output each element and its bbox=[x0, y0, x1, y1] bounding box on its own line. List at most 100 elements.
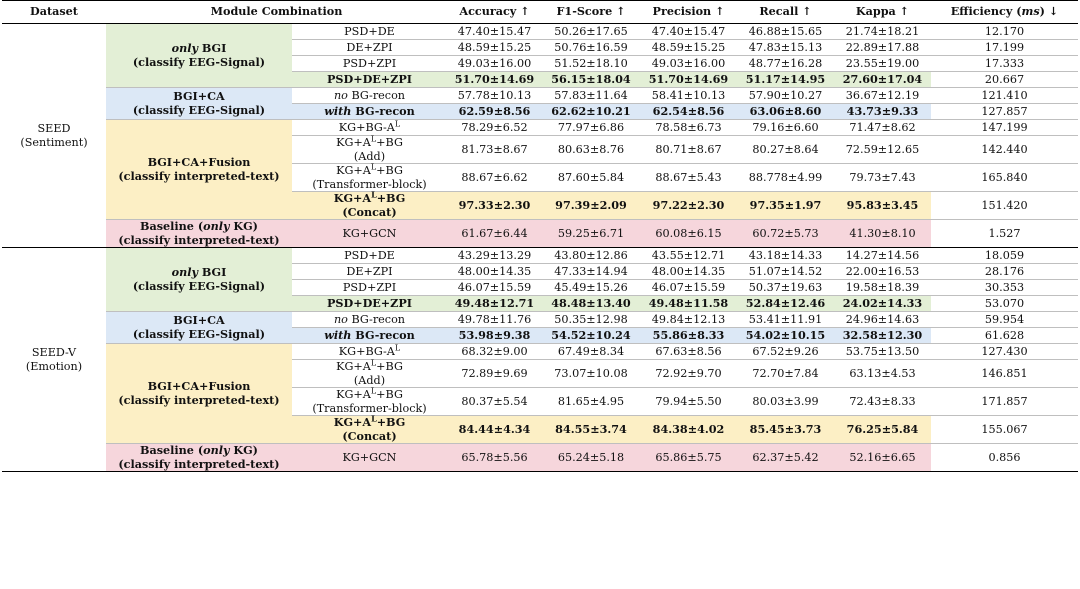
group-label: BGI+CA+Fusion bbox=[108, 155, 290, 170]
group-label-subtitle: (classify EEG-Signal) bbox=[132, 278, 266, 293]
accuracy-cell: 51.70±14.69 bbox=[447, 71, 542, 88]
table-row: SEED-V (Emotion) only BGI (classify EEG-Sig… bbox=[2, 247, 1078, 472]
recall-cell: 47.83±15.13 bbox=[737, 39, 834, 56]
combination-text: PSD+DE bbox=[344, 248, 395, 262]
combination-superscript: L bbox=[370, 358, 377, 368]
group-label-text: Baseline ( bbox=[140, 443, 204, 457]
group-label-cell: only BGI (classify EEG-Signal) bbox=[106, 247, 292, 312]
group-label-cell: Baseline (only KG) (classify interpreted-… bbox=[106, 219, 292, 248]
group-label-italic: only bbox=[171, 265, 198, 279]
combination-superscript: L bbox=[370, 134, 377, 144]
recall-cell: 62.37±5.42 bbox=[737, 443, 834, 472]
header-efficiency: Efficiency (ms) ↓ bbox=[931, 0, 1078, 24]
combination-text: DE+ZPI bbox=[346, 264, 393, 278]
group-label: BGI+CA+Fusion bbox=[108, 379, 290, 394]
combination-text: BG-recon bbox=[347, 88, 406, 102]
f1-cell: 80.63±8.76 bbox=[542, 135, 640, 164]
f1-cell: 50.76±16.59 bbox=[542, 39, 640, 56]
accuracy-cell: 65.78±5.56 bbox=[447, 443, 542, 472]
efficiency-cell: 146.851 bbox=[931, 359, 1078, 388]
combination-variant: (Transformer-block) bbox=[312, 177, 427, 191]
f1-cell: 87.60±5.84 bbox=[542, 163, 640, 192]
combination-line: KG+AL+BG bbox=[294, 134, 445, 150]
precision-cell: 46.07±15.59 bbox=[640, 279, 737, 296]
accuracy-cell: 47.40±15.47 bbox=[447, 23, 542, 40]
kappa-cell: 43.73±9.33 bbox=[834, 103, 931, 120]
combination-cell: KG+GCN bbox=[292, 443, 447, 472]
precision-cell: 49.03±16.00 bbox=[640, 55, 737, 72]
group-label-italic: only bbox=[203, 443, 230, 457]
precision-cell: 62.54±8.56 bbox=[640, 103, 737, 120]
f1-cell: 43.80±12.86 bbox=[542, 247, 640, 264]
f1-cell: 47.33±14.94 bbox=[542, 263, 640, 280]
precision-cell: 79.94±5.50 bbox=[640, 387, 737, 416]
group-label-italic: only bbox=[203, 219, 230, 233]
precision-cell: 43.55±12.71 bbox=[640, 247, 737, 264]
group-label-cell: BGI+CA+Fusion (classify interpreted-text) bbox=[106, 343, 292, 444]
combination-italic: no bbox=[333, 88, 348, 102]
combination-variant: (Concat) bbox=[342, 204, 397, 219]
group-label: BGI+CA bbox=[108, 89, 290, 104]
recall-cell: 63.06±8.60 bbox=[737, 103, 834, 120]
combination-cell: KG+AL+BG (Concat) bbox=[292, 413, 447, 444]
group-label-subtitle: (classify interpreted-text) bbox=[118, 168, 280, 183]
combination-line: KG+BG-AL bbox=[294, 344, 445, 359]
precision-cell: 97.22±2.30 bbox=[640, 191, 737, 220]
group-label-text: BGI+CA+Fusion bbox=[147, 155, 251, 169]
combination-cell: KG+GCN bbox=[292, 219, 447, 248]
kappa-cell: 63.13±4.53 bbox=[834, 359, 931, 388]
results-body: SEED (Sentiment) only BGI (classify EEG-Sig… bbox=[2, 23, 1078, 472]
group-label: Baseline (only KG) bbox=[108, 443, 290, 458]
combination-text: KG+GCN bbox=[342, 450, 397, 464]
combination-superscript: L bbox=[371, 413, 377, 424]
table-row: PSD+DE+ZPI 49.48±12.71 48.48±13.40 49.48±11… bbox=[2, 295, 1078, 312]
precision-cell: 78.58±6.73 bbox=[640, 119, 737, 136]
group-label-text: BGI bbox=[198, 41, 227, 55]
table-row: SEED (Sentiment) only BGI (classify EEG-Sig… bbox=[2, 23, 1078, 248]
combination-text-end: +BG bbox=[376, 388, 403, 401]
table-row: DE+ZPI 48.00±14.35 47.33±14.94 48.00±14.35 5… bbox=[2, 263, 1078, 280]
precision-cell: 48.59±15.25 bbox=[640, 39, 737, 56]
accuracy-cell: 49.48±12.71 bbox=[447, 295, 542, 312]
header-recall: Recall ↑ bbox=[737, 0, 834, 24]
kappa-cell: 72.43±8.33 bbox=[834, 387, 931, 416]
f1-cell: 65.24±5.18 bbox=[542, 443, 640, 472]
group-label-italic: only bbox=[171, 41, 198, 55]
recall-cell: 50.37±19.63 bbox=[737, 279, 834, 296]
combination-superscript: L bbox=[370, 386, 377, 396]
combination-cell: PSD+DE+ZPI bbox=[292, 71, 447, 88]
precision-cell: 47.40±15.47 bbox=[640, 23, 737, 40]
combination-text: KG+BG-A bbox=[338, 120, 395, 134]
efficiency-cell: 30.353 bbox=[931, 279, 1078, 296]
header-f1: F1-Score ↑ bbox=[542, 0, 640, 24]
recall-cell: 52.84±12.46 bbox=[737, 295, 834, 312]
dataset-task: (Emotion) bbox=[25, 359, 83, 373]
f1-cell: 97.39±2.09 bbox=[542, 191, 640, 220]
accuracy-cell: 84.44±4.34 bbox=[447, 415, 542, 444]
recall-cell: 51.17±14.95 bbox=[737, 71, 834, 88]
combination-variant: (Concat) bbox=[342, 428, 397, 443]
recall-cell: 97.35±1.97 bbox=[737, 191, 834, 220]
combination-cell: PSD+ZPI bbox=[292, 55, 447, 72]
accuracy-cell: 62.59±8.56 bbox=[447, 103, 542, 120]
f1-cell: 73.07±10.08 bbox=[542, 359, 640, 388]
dataset-cell: SEED (Sentiment) bbox=[2, 23, 106, 248]
combination-italic: no bbox=[333, 312, 348, 326]
efficiency-cell: 12.170 bbox=[931, 23, 1078, 40]
f1-cell: 50.35±12.98 bbox=[542, 311, 640, 328]
combination-cell: DE+ZPI bbox=[292, 39, 447, 56]
efficiency-cell: 1.527 bbox=[931, 219, 1078, 248]
group-label-text: BGI bbox=[198, 265, 227, 279]
group-label-subtitle: (classify EEG-Signal) bbox=[132, 102, 266, 117]
precision-cell: 48.00±14.35 bbox=[640, 263, 737, 280]
kappa-cell: 14.27±14.56 bbox=[834, 247, 931, 264]
kappa-cell: 72.59±12.65 bbox=[834, 135, 931, 164]
efficiency-cell: 17.333 bbox=[931, 55, 1078, 72]
group-label-cell: only BGI (classify EEG-Signal) bbox=[106, 23, 292, 88]
table-row: with BG-recon 53.98±9.38 54.52±10.24 55.86±… bbox=[2, 327, 1078, 344]
table-row: BGI+CA+Fusion (classify interpreted-text)… bbox=[2, 343, 1078, 444]
f1-cell: 67.49±8.34 bbox=[542, 343, 640, 360]
group-label-cell: BGI+CA+Fusion (classify interpreted-text) bbox=[106, 119, 292, 220]
accuracy-cell: 53.98±9.38 bbox=[447, 327, 542, 344]
kappa-cell: 52.16±6.65 bbox=[834, 443, 931, 472]
